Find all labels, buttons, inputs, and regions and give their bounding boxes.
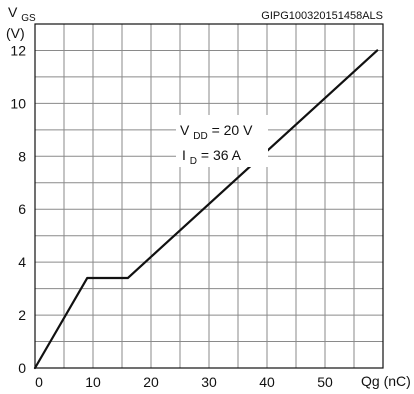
- y-axis-unit: (V): [6, 25, 25, 41]
- chart-code-label: GIPG100320151458ALS: [261, 10, 383, 22]
- x-tick-label: 20: [143, 374, 159, 390]
- annotation-id-subscript: D: [190, 156, 197, 167]
- y-axis-label: V GS: [8, 4, 36, 24]
- grid-layer: [34, 23, 384, 369]
- annotation-id-symbol: I: [182, 147, 186, 163]
- tick-layer: 0 10 20 30 40 50 0 2 4 6 8 10 12: [10, 42, 333, 390]
- plot-frame: [34, 23, 384, 369]
- annotation-vdd-symbol: V: [180, 122, 190, 138]
- x-tick-label: 50: [317, 374, 333, 390]
- y-tick-label: 10: [10, 95, 26, 111]
- annotation-id-value: = 36 A: [201, 147, 242, 163]
- annotation-background: [176, 115, 268, 167]
- annotation-vdd-value: = 20 V: [212, 122, 254, 138]
- annotation-vdd-subscript: DD: [193, 131, 207, 142]
- x-axis-label: Qg (nC): [361, 373, 411, 389]
- y-tick-label: 0: [18, 360, 26, 376]
- annotation-vdd: V DD = 20 V: [180, 122, 253, 142]
- x-tick-label: 0: [35, 374, 43, 390]
- y-tick-label: 8: [18, 148, 26, 164]
- y-tick-label: 4: [18, 254, 26, 270]
- x-tick-label: 10: [85, 374, 101, 390]
- y-tick-label: 2: [18, 307, 26, 323]
- x-tick-label: 40: [259, 374, 275, 390]
- y-axis-label-subscript: GS: [21, 13, 36, 24]
- x-tick-label: 30: [201, 374, 217, 390]
- y-tick-label: 6: [18, 201, 26, 217]
- y-axis-label-main: V: [8, 4, 18, 20]
- y-tick-label: 12: [10, 42, 26, 58]
- annotation-id: I D = 36 A: [182, 147, 242, 167]
